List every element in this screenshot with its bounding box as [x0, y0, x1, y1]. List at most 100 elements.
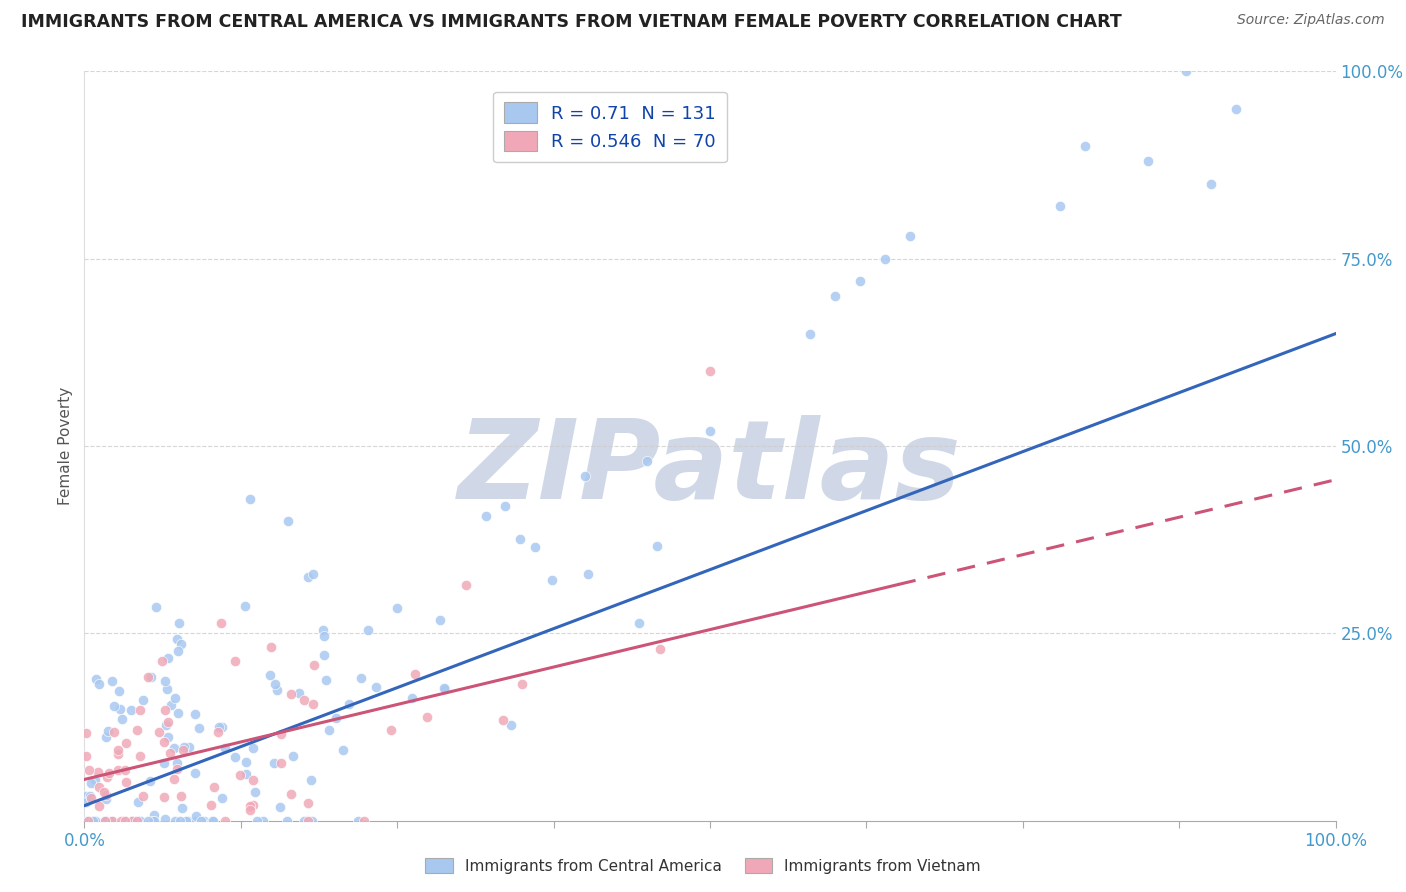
- Point: [356, 624, 378, 638]
- Point: [136, 670, 159, 684]
- Point: [380, 723, 402, 737]
- Point: [187, 721, 209, 735]
- Point: [128, 814, 150, 828]
- Point: [229, 768, 252, 782]
- Point: [138, 773, 160, 788]
- Point: [169, 814, 191, 828]
- Point: [173, 739, 195, 754]
- Point: [628, 615, 651, 630]
- Point: [523, 540, 546, 554]
- Point: [193, 814, 215, 828]
- Point: [120, 703, 142, 717]
- Point: [110, 814, 132, 828]
- Point: [277, 514, 299, 528]
- Point: [163, 772, 186, 786]
- Point: [315, 673, 337, 687]
- Point: [124, 814, 146, 828]
- Point: [129, 703, 152, 717]
- Point: [824, 289, 846, 303]
- Point: [337, 697, 360, 711]
- Point: [156, 651, 179, 665]
- Point: [184, 809, 207, 823]
- Point: [288, 686, 311, 700]
- Point: [239, 798, 262, 813]
- Point: [332, 743, 354, 757]
- Point: [404, 667, 426, 681]
- Point: [242, 773, 264, 788]
- Point: [1136, 154, 1159, 169]
- Point: [280, 787, 302, 801]
- Point: [103, 724, 125, 739]
- Point: [312, 648, 335, 663]
- Point: [145, 599, 167, 614]
- Point: [166, 756, 188, 770]
- Point: [79, 789, 101, 804]
- Point: [190, 814, 212, 828]
- Point: [125, 723, 148, 737]
- Point: [111, 712, 134, 726]
- Point: [107, 747, 129, 761]
- Point: [492, 713, 515, 727]
- Point: [312, 629, 335, 643]
- Point: [387, 601, 409, 615]
- Point: [302, 567, 325, 582]
- Point: [166, 643, 188, 657]
- Point: [201, 814, 224, 828]
- Point: [150, 654, 173, 668]
- Point: [898, 229, 921, 244]
- Point: [270, 756, 292, 770]
- Point: [163, 814, 186, 828]
- Point: [246, 814, 269, 828]
- Point: [110, 702, 132, 716]
- Point: [77, 814, 100, 828]
- Point: [121, 814, 143, 828]
- Point: [128, 749, 150, 764]
- Point: [475, 509, 498, 524]
- Point: [401, 690, 423, 705]
- Point: [156, 714, 179, 729]
- Point: [101, 674, 124, 689]
- Point: [155, 703, 177, 717]
- Point: [83, 773, 105, 788]
- Point: [75, 726, 97, 740]
- Point: [114, 814, 136, 828]
- Point: [153, 673, 176, 688]
- Point: [312, 623, 335, 637]
- Point: [155, 717, 177, 731]
- Point: [93, 785, 115, 799]
- Point: [325, 711, 347, 725]
- Point: [574, 469, 596, 483]
- Point: [302, 657, 325, 672]
- Point: [98, 765, 121, 780]
- Point: [177, 739, 200, 754]
- Point: [292, 693, 315, 707]
- Point: [127, 795, 149, 809]
- Point: [170, 789, 193, 803]
- Point: [647, 539, 669, 553]
- Point: [509, 532, 531, 546]
- Point: [167, 616, 190, 631]
- Point: [429, 613, 451, 627]
- Point: [201, 814, 224, 828]
- Point: [142, 814, 165, 828]
- Point: [84, 673, 107, 687]
- Point: [318, 723, 340, 737]
- Point: [153, 812, 176, 826]
- Point: [170, 637, 193, 651]
- Point: [1225, 102, 1247, 116]
- Point: [79, 763, 101, 777]
- Point: [208, 720, 231, 734]
- Point: [96, 770, 118, 784]
- Point: [416, 710, 439, 724]
- Point: [142, 814, 165, 828]
- Point: [96, 788, 118, 802]
- Point: [297, 814, 319, 828]
- Point: [115, 736, 138, 750]
- Point: [494, 500, 516, 514]
- Point: [114, 814, 136, 828]
- Point: [103, 699, 125, 714]
- Point: [875, 252, 897, 266]
- Point: [849, 274, 872, 288]
- Point: [162, 740, 184, 755]
- Point: [156, 682, 179, 697]
